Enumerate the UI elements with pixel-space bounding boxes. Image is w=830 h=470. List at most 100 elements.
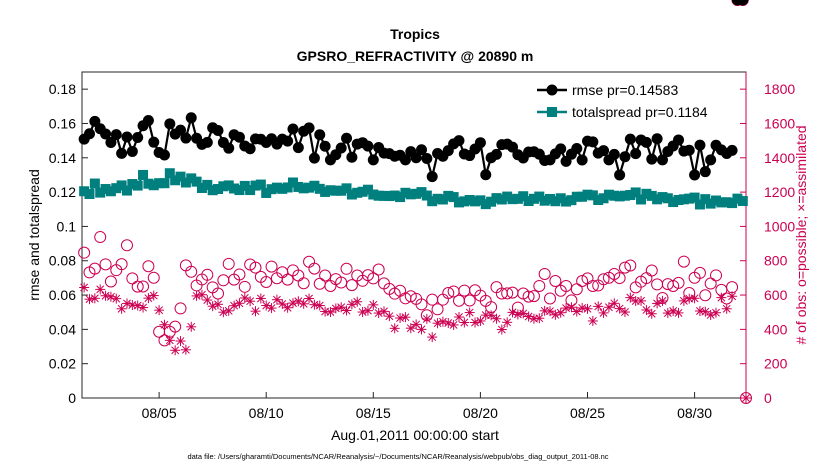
rmse-point [185, 112, 197, 124]
obs-possible-point [174, 302, 187, 315]
rmse-point [362, 140, 374, 152]
totalspread-point [641, 188, 652, 199]
y2-tick-label: 1400 [764, 150, 795, 166]
obs-possible-point [99, 258, 112, 271]
x-tick-label: 08/15 [356, 405, 391, 421]
totalspread-point [582, 189, 593, 200]
obs-possible-point [169, 320, 182, 333]
totalspread-point [138, 169, 149, 180]
obs-possible-point [147, 271, 160, 284]
totalspread-point [598, 193, 609, 204]
obs-assimilated-point [593, 301, 604, 312]
obs-zero-marker [740, 392, 752, 404]
rmse-point [683, 144, 695, 156]
obs-assimilated-point [619, 307, 630, 318]
totalspread-point [711, 195, 722, 206]
rmse-point [410, 152, 422, 164]
obs-assimilated-point [625, 292, 636, 303]
totalspread-point [593, 194, 604, 205]
obs-assimilated-point [148, 290, 159, 301]
y2-tick-label: 1000 [764, 218, 795, 234]
obs-series-layer [78, 0, 752, 404]
totalspread-point [657, 192, 668, 203]
totalspread-point [266, 184, 277, 195]
rmse-point [223, 142, 235, 154]
obs-assimilated-point [373, 308, 384, 319]
obs-assimilated-point [266, 303, 277, 314]
obs-possible-point [115, 258, 128, 271]
totalspread-point [421, 190, 432, 201]
obs-assimilated-point [416, 324, 427, 335]
y-tick-label: 0.16 [49, 115, 76, 131]
y-axis-label: rmse and totalspread [26, 169, 42, 301]
totalspread-point [571, 191, 582, 202]
obs-assimilated-point [127, 300, 138, 311]
obs-assimilated-point [486, 310, 497, 321]
obs-possible-point [527, 290, 540, 303]
legend-spread-marker [547, 107, 557, 117]
totalspread-point [732, 193, 743, 204]
rmse-point [83, 128, 95, 140]
totalspread-point [614, 191, 625, 202]
rmse-point [175, 124, 187, 136]
rmse-point [555, 143, 567, 155]
totalspread-point [159, 178, 170, 189]
obs-assimilated-point [641, 304, 652, 315]
totalspread-point [545, 193, 556, 204]
obs-assimilated-point [389, 323, 400, 334]
totalspread-point [678, 194, 689, 205]
rmse-point [640, 136, 652, 148]
obs-assimilated-point [587, 315, 598, 326]
obs-possible-point [544, 292, 557, 305]
totalspread-point [437, 194, 448, 205]
rmse-point [314, 129, 326, 141]
totalspread-point [716, 197, 727, 208]
obs-assimilated-point [555, 307, 566, 318]
rmse-series-layer [78, 0, 749, 183]
y-tick-label: 0.1 [57, 218, 77, 234]
obs-possible-point [212, 287, 225, 300]
y2-axis-label: # of obs: o=possible; ×=assimilated [793, 125, 809, 344]
totalspread-point [95, 187, 106, 198]
rmse-point [244, 143, 256, 155]
totalspread-point [325, 185, 336, 196]
obs-assimilated-point [202, 295, 213, 306]
totalspread-point [127, 179, 138, 190]
totalspread-point [727, 198, 738, 209]
totalspread-point [443, 190, 454, 201]
obs-possible-point [463, 294, 476, 307]
rmse-point [287, 123, 299, 135]
obs-assimilated-point [89, 293, 100, 304]
rmse-point [335, 142, 347, 154]
x-axis-ticks: 08/05 08/10 08/15 08/20 08/25 08/30 [142, 392, 712, 421]
totalspread-point [186, 173, 197, 184]
totalspread-point [346, 189, 357, 200]
totalspread-point [336, 185, 347, 196]
obs-assimilated-point [673, 307, 684, 318]
x-tick-label: 08/30 [677, 405, 712, 421]
totalspread-point [566, 195, 577, 206]
rmse-point [105, 137, 117, 149]
obs-assimilated-point [304, 293, 315, 304]
rmse-point [571, 143, 583, 155]
obs-assimilated-point [261, 300, 272, 311]
obs-possible-point [613, 272, 626, 285]
rmse-point [480, 169, 492, 181]
obs-assimilated-point [636, 295, 647, 306]
obs-possible-point [137, 280, 150, 293]
obs-assimilated-point [464, 307, 475, 318]
obs-possible-point [233, 268, 246, 281]
totalspread-point [121, 185, 132, 196]
obs-possible-point [308, 262, 321, 275]
x-axis-label: Aug.01,2011 00:00:00 start [331, 427, 499, 443]
obs-assimilated-point [577, 302, 588, 313]
rmse-point [116, 147, 128, 159]
obs-possible-point [120, 239, 133, 252]
obs-possible-point [693, 266, 706, 279]
rmse-point [421, 152, 433, 164]
obs-assimilated-point [186, 321, 197, 332]
obs-possible-point [560, 279, 573, 292]
totalspread-point [470, 196, 481, 207]
totalspread-point [496, 194, 507, 205]
y2-tick-label: 0 [764, 390, 772, 406]
